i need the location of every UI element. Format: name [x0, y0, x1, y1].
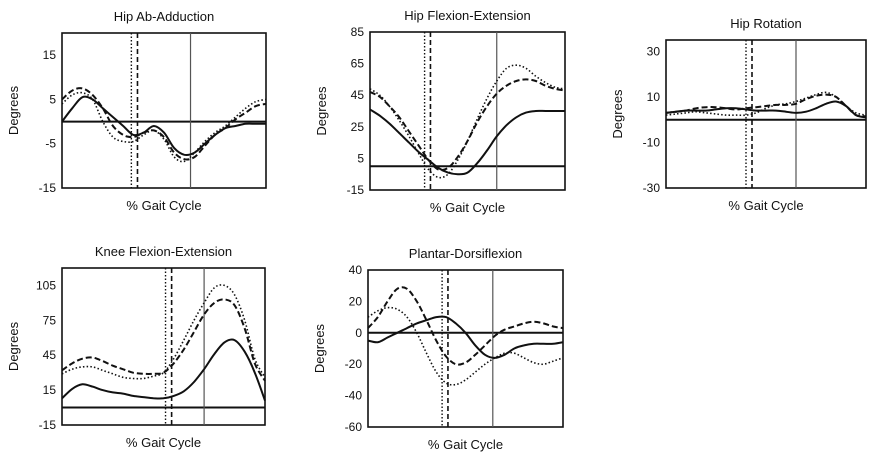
y-tick-label: 20 — [349, 294, 363, 308]
series-dotted-line — [61, 91, 267, 163]
y-tick-label: 15 — [43, 48, 57, 62]
y-axis-label: Degrees — [314, 86, 329, 136]
y-tick-label: -30 — [643, 181, 661, 195]
y-tick-label: 85 — [351, 25, 365, 39]
y-tick-label: 0 — [355, 326, 362, 340]
series-dotted-line — [665, 91, 867, 117]
y-tick-label: 75 — [43, 313, 57, 327]
series-dotted-line — [61, 284, 266, 380]
x-axis-label: % Gait Cycle — [430, 200, 505, 215]
y-tick-label: -15 — [39, 181, 57, 195]
series-solid-line — [369, 108, 565, 176]
y-tick-label: 65 — [351, 57, 365, 71]
chart-panel-5: Plantar-Dorsiflexion 40 20 0 -20 -40 -60 % Gait… — [312, 246, 564, 452]
chart-title: Plantar-Dorsiflexion — [409, 246, 522, 261]
chart-title: Hip Ab-Adduction — [114, 9, 214, 24]
y-tick-label: 25 — [351, 120, 365, 134]
series-solid-line — [61, 95, 266, 157]
series-dotted-line — [367, 306, 564, 386]
y-tick-label: 10 — [647, 90, 661, 104]
chart-title: Hip Rotation — [730, 16, 802, 31]
plot-frame — [665, 39, 867, 189]
y-tick-label: 15 — [43, 383, 57, 397]
chart-panel-2: Hip Flexion-Extension 85 65 45 25 5 -15 % Gait … — [314, 8, 566, 215]
series-dashed-line — [369, 78, 566, 172]
y-tick-label: -60 — [345, 420, 363, 434]
chart-title: Knee Flexion-Extension — [95, 244, 232, 259]
chart-title: Hip Flexion-Extension — [404, 8, 530, 23]
y-tick-label: -40 — [345, 389, 363, 403]
y-axis-label: Degrees — [6, 321, 21, 371]
x-axis-label: % Gait Cycle — [728, 198, 803, 213]
y-tick-label: 5 — [49, 92, 56, 106]
y-tick-label: 45 — [43, 348, 57, 362]
chart-panel-4: Knee Flexion-Extension 105 75 45 15 -15 % Gait… — [6, 244, 266, 450]
series-dashed-line — [367, 286, 564, 366]
x-axis-label: % Gait Cycle — [126, 435, 201, 450]
series-dashed-line — [61, 87, 267, 161]
series-solid-line — [665, 100, 867, 119]
plot-frame — [61, 32, 267, 189]
chart-panel-3: Hip Rotation 30 10 -10 -30 % Gait Cycle Degree… — [610, 16, 867, 213]
y-tick-label: -20 — [345, 357, 363, 371]
y-tick-label: 105 — [36, 278, 56, 292]
plot-frame — [61, 267, 266, 426]
series-dashed-line — [665, 93, 867, 118]
y-tick-label: -15 — [39, 418, 57, 432]
y-axis-label: Degrees — [312, 323, 327, 373]
y-axis-label: Degrees — [6, 85, 21, 135]
series-dashed-line — [61, 298, 266, 382]
series-dotted-line — [369, 64, 566, 179]
y-tick-label: 30 — [647, 44, 661, 58]
y-tick-label: 45 — [351, 88, 365, 102]
series-solid-line — [61, 338, 266, 401]
y-tick-label: -10 — [643, 135, 661, 149]
series-solid-line — [367, 315, 564, 359]
y-tick-label: -5 — [45, 137, 56, 151]
y-axis-label: Degrees — [610, 89, 625, 139]
y-tick-label: 40 — [349, 263, 363, 277]
y-tick-label: 5 — [357, 151, 364, 165]
y-tick-label: -15 — [347, 183, 365, 197]
chart-panel-1: Hip Ab-Adduction 15 5 -5 -15 % Gait Cycle Degr… — [6, 9, 267, 213]
x-axis-label: % Gait Cycle — [428, 437, 503, 452]
x-axis-label: % Gait Cycle — [126, 198, 201, 213]
plot-frame — [367, 269, 564, 428]
